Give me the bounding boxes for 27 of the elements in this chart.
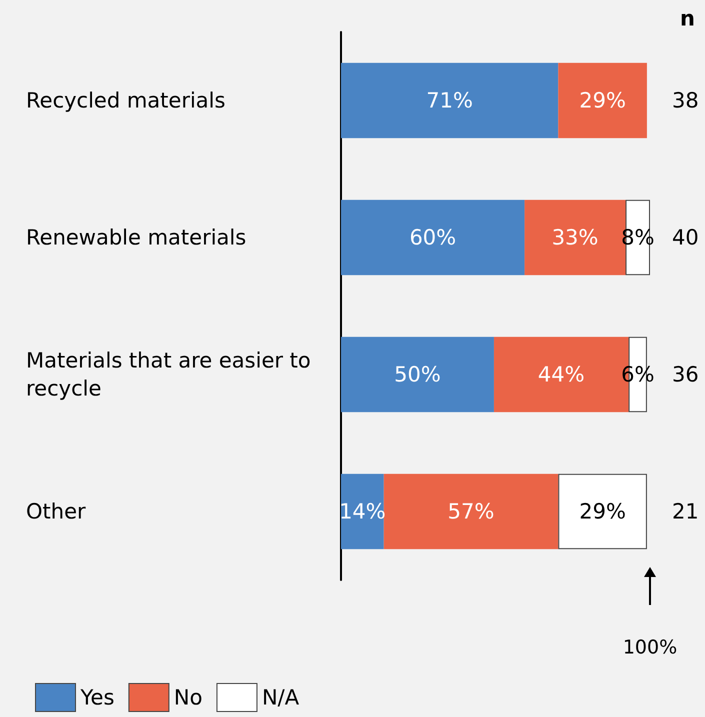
bar xyxy=(558,62,647,138)
y-tick-label: Other xyxy=(26,500,86,524)
bar xyxy=(384,474,558,550)
y-tick-label: Materials that are easier to recycle xyxy=(26,348,318,400)
text: 36 xyxy=(672,362,699,386)
legend-label: N/A xyxy=(262,686,300,710)
text: 38 xyxy=(672,88,699,112)
data-label: 50% xyxy=(394,362,441,386)
text: 21 xyxy=(672,500,699,524)
bar xyxy=(341,62,558,138)
bar xyxy=(341,336,494,412)
data-label: 57% xyxy=(448,500,494,524)
data-label: 29% xyxy=(579,88,626,112)
y-tick-label: Renewable materials xyxy=(26,226,246,250)
legend-label: No xyxy=(174,686,202,710)
text: 40 xyxy=(672,226,699,250)
data-label: 71% xyxy=(426,88,473,112)
data-label: 44% xyxy=(538,362,585,386)
data-label: 60% xyxy=(409,226,456,250)
data-label: 29% xyxy=(579,500,626,524)
text: 100% xyxy=(622,636,678,658)
bar xyxy=(341,200,525,276)
text: n xyxy=(680,6,696,30)
legend-label: Yes xyxy=(80,686,114,710)
y-tick-label: Recycled materials xyxy=(26,88,226,112)
data-label: 33% xyxy=(552,226,598,250)
bar xyxy=(558,474,647,550)
